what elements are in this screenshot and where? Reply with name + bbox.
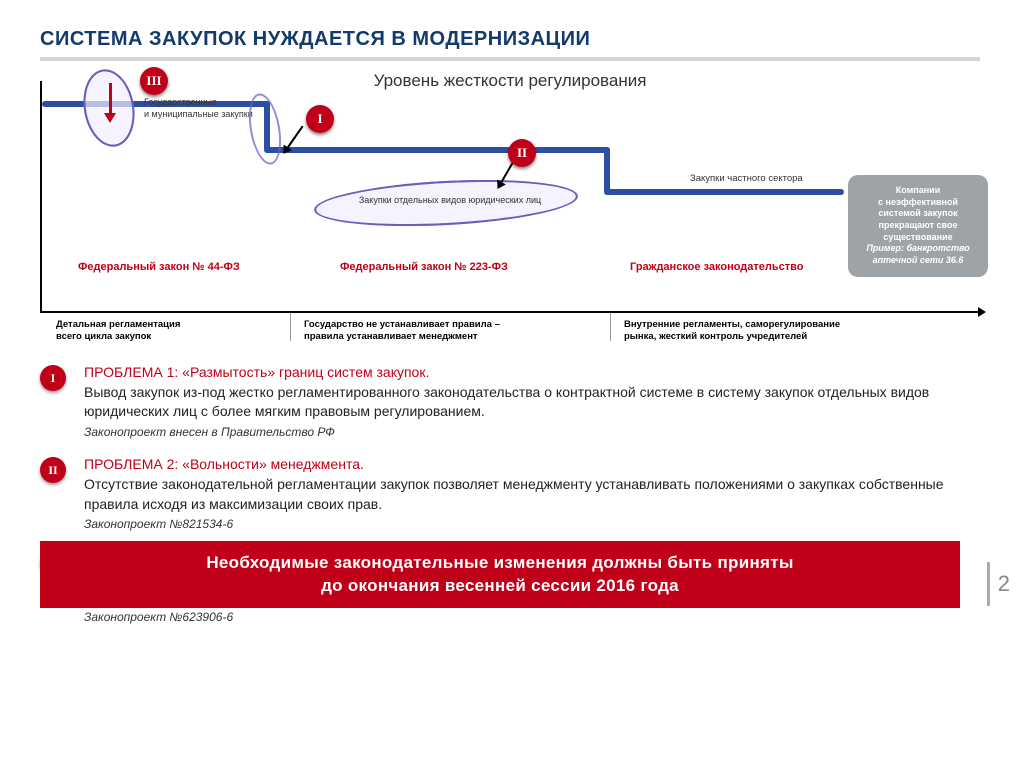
badge-1-top: I — [306, 105, 334, 133]
problem-1-body: Вывод закупок из-под жестко регламентиро… — [84, 384, 929, 420]
private-sector-label: Закупки частного сектора — [690, 173, 803, 184]
axis-x — [40, 311, 980, 313]
problem-1-note: Законопроект внесен в Правительство РФ — [84, 425, 335, 439]
problem-2-badge: II — [40, 457, 66, 483]
note-l3: системой закупок — [878, 208, 957, 218]
arrow-down-red — [104, 83, 116, 123]
regulation-diagram: Уровень жесткости регулирования Государс… — [40, 65, 980, 345]
title-underline — [40, 57, 980, 61]
note-l6: Пример: — [866, 243, 904, 253]
law-civil: Гражданское законодательство — [630, 261, 804, 273]
problem-2-note: Законопроект №821534-6 — [84, 517, 233, 531]
step-seg-3 — [604, 189, 844, 195]
note-l5: существование — [883, 232, 952, 242]
page-number: 2 — [987, 562, 1010, 606]
ellipse-state-label: Государственныеи муниципальные закупки — [144, 97, 264, 120]
ellipse-transition — [244, 91, 286, 167]
step-drop-2 — [604, 147, 610, 193]
problem-1-badge: I — [40, 365, 66, 391]
problem-2: II ПРОБЛЕМА 2: «Вольности» менеджмента. … — [40, 455, 984, 533]
note-box: Компании с неэффективной системой закупо… — [848, 175, 988, 277]
footer-banner: Необходимые законодательные изменения до… — [40, 541, 960, 609]
problem-1: I ПРОБЛЕМА 1: «Размытость» границ систем… — [40, 363, 984, 441]
note-l4: прекращают свое — [879, 220, 958, 230]
p1s: «Размытость» границ систем закупок. — [182, 364, 429, 380]
note-l1: Компании — [896, 185, 940, 195]
desc-2: Государство не устанавливает правила –пр… — [304, 319, 604, 344]
desc-3: Внутренние регламенты, саморегулирование… — [624, 319, 924, 344]
law-44: Федеральный закон № 44-ФЗ — [78, 261, 240, 273]
law-223: Федеральный закон № 223-ФЗ — [340, 261, 508, 273]
badge-3-top: III — [140, 67, 168, 95]
p1t: ПРОБЛЕМА 1: — [84, 364, 182, 380]
axis-y — [40, 81, 42, 313]
problem-1-title: ПРОБЛЕМА 1: «Размытость» границ систем з… — [84, 364, 429, 380]
step-seg-2 — [264, 147, 610, 153]
problem-3-note: Законопроект №623906-6 — [84, 610, 233, 624]
page-title: СИСТЕМА ЗАКУПОК НУЖДАЕТСЯ В МОДЕРНИЗАЦИИ — [40, 28, 984, 51]
diagram-subtitle: Уровень жесткости регулирования — [374, 71, 647, 91]
problem-2-title: ПРОБЛЕМА 2: «Вольности» менеджмента. — [84, 456, 364, 472]
vsep-2 — [610, 313, 611, 341]
p2t: ПРОБЛЕМА 2: — [84, 456, 182, 472]
p2s: «Вольности» менеджмента. — [182, 456, 364, 472]
desc-1: Детальная регламентациявсего цикла закуп… — [56, 319, 276, 344]
problem-2-body: Отсутствие законодательной регламентации… — [84, 476, 944, 512]
note-l2: с неэффективной — [878, 197, 958, 207]
ellipse-legal-label: Закупки отдельных видов юридических лиц — [340, 195, 560, 207]
vsep-1 — [290, 313, 291, 341]
